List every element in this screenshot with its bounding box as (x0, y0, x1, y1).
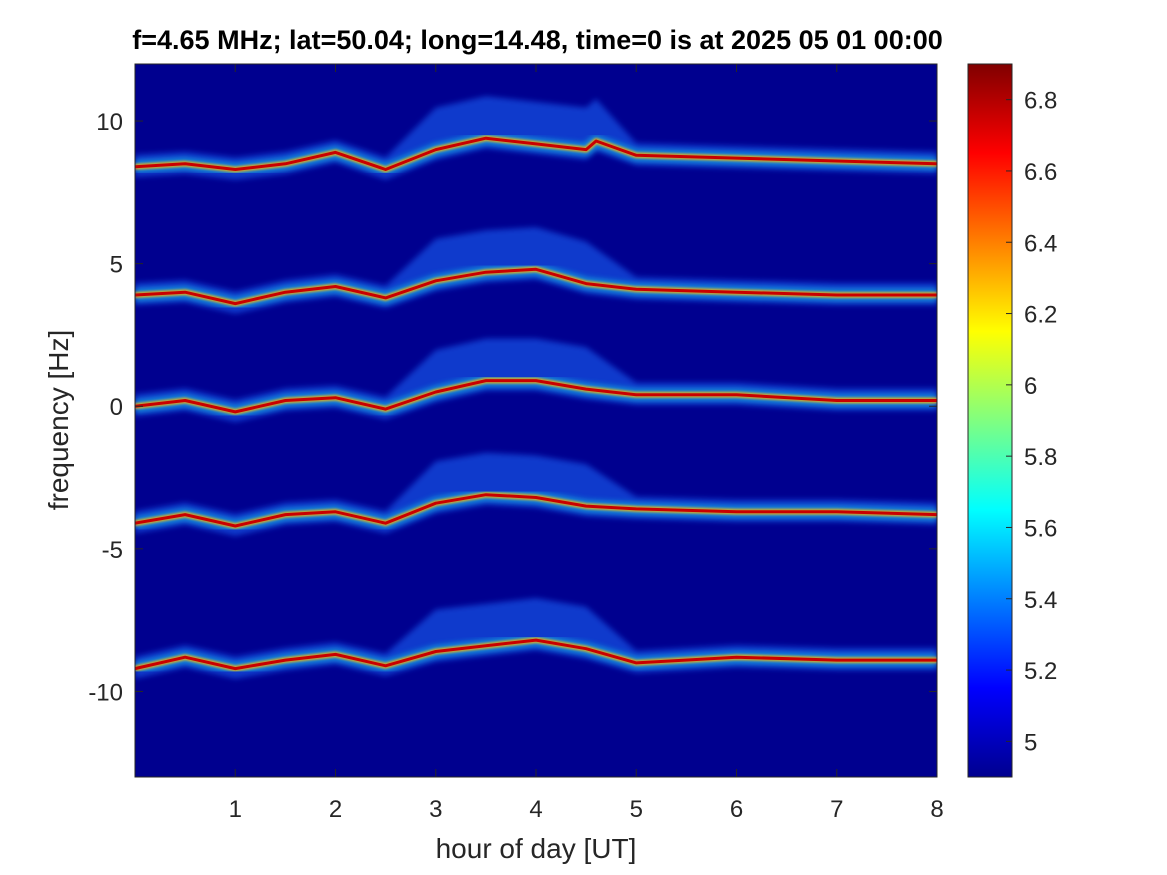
colorbar-tick-label: 6 (1024, 373, 1037, 400)
colorbar-tick-label: 5.2 (1024, 658, 1057, 685)
trace-line (135, 493, 937, 528)
y-tick-label: 5 (110, 252, 123, 279)
x-tick-label: 7 (830, 796, 843, 823)
x-tick-label: 2 (329, 796, 342, 823)
y-tick-label: 0 (110, 394, 123, 421)
x-axis-label: hour of day [UT] (436, 833, 637, 864)
colorbar-tick-label: 5.6 (1024, 515, 1057, 542)
chart-title: f=4.65 MHz; lat=50.04; long=14.48, time=… (132, 25, 943, 55)
trace-layer (135, 96, 937, 679)
y-axis-label: frequency [Hz] (43, 330, 74, 511)
trace-line (135, 136, 937, 171)
trace-line (135, 267, 937, 306)
y-tick-label: -5 (102, 537, 123, 564)
colorbar-frame (967, 63, 1013, 778)
y-tick-label: 10 (96, 109, 123, 136)
x-tick-label: 4 (529, 796, 542, 823)
y-tick-label: -10 (88, 679, 123, 706)
x-tick-label: 8 (930, 796, 943, 823)
x-tick-label: 5 (630, 796, 643, 823)
x-tick-label: 1 (229, 796, 242, 823)
colorbar-tick-label: 6.2 (1024, 302, 1057, 329)
colorbar-ticks: 5 5.2 5.4 5.6 5.8 6 6.2 6.4 6.6 6.8 (1006, 88, 1057, 756)
colorbar-gradient (968, 64, 1012, 777)
colorbar-tick-label: 6.8 (1024, 88, 1057, 115)
x-tick-label: 3 (429, 796, 442, 823)
y-axis: -10 -5 0 5 10 (88, 109, 937, 706)
x-axis: 1 2 3 4 5 6 7 8 (229, 64, 944, 823)
colorbar-tick-label: 5 (1024, 729, 1037, 756)
colorbar-tick-label: 5.8 (1024, 444, 1057, 471)
colorbar-tick-label: 6.4 (1024, 230, 1057, 257)
x-tick-label: 6 (730, 796, 743, 823)
colorbar-tick-label: 6.6 (1024, 159, 1057, 186)
trace-line (135, 379, 937, 414)
plot-area (134, 63, 938, 778)
colorbar-tick-label: 5.4 (1024, 587, 1057, 614)
trace-line (135, 638, 937, 671)
colorbar: 5 5.2 5.4 5.6 5.8 6 6.2 6.4 6.6 6.8 (967, 63, 1057, 778)
